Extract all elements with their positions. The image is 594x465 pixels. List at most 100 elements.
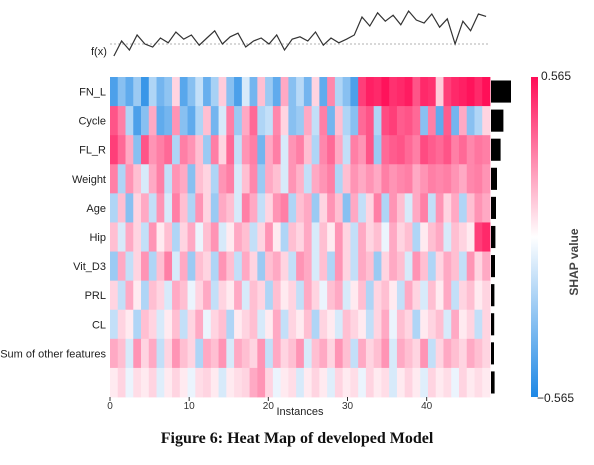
heatmap-cell [226,338,235,369]
heatmap-cell [420,309,429,340]
heatmap-cell [396,106,406,136]
heatmap-cell [327,106,336,136]
heatmap-cell [288,309,297,340]
shap-heatmap-chart: f(x) FN_L Cycle FL_R Weight Age Hip Vit_D3 PRL C… [0,9,581,418]
heatmap-cell [474,106,483,136]
heatmap-cell [427,164,437,194]
heatmap-cell [187,338,196,369]
heatmap-cell [435,280,444,311]
heatmap-cell [404,193,413,223]
heatmap-cell [241,106,250,136]
heatmap-cell [296,338,305,369]
heatmap-cell [195,338,204,369]
heatmap-cell [125,193,134,223]
heatmap-cell [257,309,266,340]
heatmap-cell [265,309,274,340]
heatmap-cell [179,106,188,136]
heatmap-cell [443,193,452,223]
heatmap-cell [443,164,452,194]
heatmap-cell [474,367,483,398]
heatmap-cell [110,309,119,340]
heatmap-cell [350,77,359,107]
heatmap-cell [257,106,266,136]
heatmap-cell [179,135,188,165]
heatmap-cell [288,338,297,369]
heatmap-cell [148,309,157,340]
heatmap-cell [218,280,227,311]
heatmap-cell [443,309,452,340]
heatmap-cell [404,338,413,369]
heatmap-cell [226,251,235,282]
heatmap-cell [164,77,173,107]
heatmap-cell [451,193,460,223]
colorbar [531,77,538,397]
heatmap-cell [164,367,173,398]
heatmap-cell [148,222,157,252]
heatmap-cell [389,251,398,282]
x-tick-label: 10 [184,401,196,412]
heatmap-cell [311,309,320,340]
heatmap-cell [327,338,336,369]
heatmap-cell [420,251,429,282]
heatmap-cell [296,309,305,340]
heatmap-cell [381,77,390,107]
heatmap-cell [257,222,266,252]
heatmap-cell [117,338,126,369]
heatmap-cell [420,367,429,398]
heatmap-cell [296,193,305,223]
heatmap-cell [311,77,320,107]
heatmap-cell [164,222,173,252]
heatmap-cell [226,106,235,136]
heatmap-cell [412,338,421,369]
heatmap-cell [125,309,134,340]
heatmap-cell [179,193,188,223]
heatmap-cell [443,338,452,369]
importance-bar [491,196,496,219]
heatmap-cell [257,280,266,311]
heatmap-cell [172,77,181,107]
heatmap-cell [373,367,382,398]
heatmap-cell [381,309,390,340]
heatmap-cell [296,280,305,311]
heatmap-cell [334,251,344,282]
heatmap-cell [265,280,274,311]
heatmap-cell [396,164,406,194]
heatmap-cell [141,135,150,165]
heatmap-cell [334,193,344,223]
heatmap-cell [172,280,181,311]
heatmap-cell [451,251,460,282]
heatmap-cell [133,135,142,165]
heatmap-cell [195,280,204,311]
heatmap-cell [482,135,491,165]
heatmap-cell [303,106,313,136]
heatmap-cell [327,367,336,398]
heatmap-cell [249,193,258,223]
heatmap-cell [327,77,336,107]
heatmap-cell [466,280,475,311]
heatmap-cell [133,338,142,369]
heatmap-cell [156,77,165,107]
heatmap-cell [234,193,243,223]
heatmap-cell [389,106,398,136]
heatmap-cell [257,338,266,369]
heatmap-cell [234,77,243,107]
heatmap-cell [280,222,289,252]
heatmap-cell [280,193,289,223]
heatmap-cell [334,338,344,369]
heatmap-cell [458,135,468,165]
feature-label: Vit_D3 [73,261,106,273]
heatmap-cell [172,222,181,252]
heatmap-cell [164,164,173,194]
heatmap-cell [203,367,212,398]
heatmap-cell [257,251,266,282]
heatmap-cell [482,164,491,194]
heatmap-cell [280,367,289,398]
heatmap-cell [381,280,390,311]
heatmap-cell [358,222,367,252]
heatmap-cell [358,164,367,194]
heatmap-cell [218,338,227,369]
heatmap-cell [412,280,421,311]
heatmap-cell [365,77,375,107]
heatmap-cell [241,251,250,282]
x-tick-label: 30 [342,401,354,412]
